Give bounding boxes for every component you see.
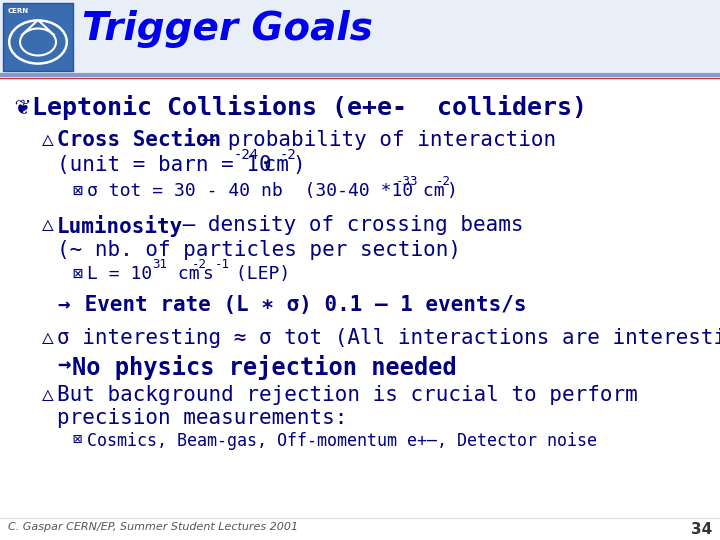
Text: Trigger Goals: Trigger Goals	[82, 10, 373, 48]
Text: -33: -33	[396, 175, 418, 188]
Text: Cross Section: Cross Section	[57, 130, 221, 150]
Text: △: △	[42, 328, 54, 347]
Bar	[3, 3, 73, 71]
Text: -2: -2	[280, 148, 297, 162]
Text: s: s	[202, 265, 213, 283]
Text: ): )	[292, 155, 305, 175]
Text: △: △	[42, 385, 54, 404]
Text: ⊠: ⊠	[72, 265, 82, 283]
Text: Cosmics, Beam-gas, Off-momentum e+–, Detector noise: Cosmics, Beam-gas, Off-momentum e+–, Det…	[87, 432, 597, 450]
Bar	[0, 0, 720, 74]
Text: -2: -2	[436, 175, 451, 188]
Text: △: △	[42, 130, 54, 149]
Text: Event rate (L ∗ σ) 0.1 – 1 events/s: Event rate (L ∗ σ) 0.1 – 1 events/s	[72, 295, 526, 315]
Text: Luminosity: Luminosity	[57, 215, 184, 237]
Text: 31: 31	[152, 258, 167, 271]
Text: cm: cm	[412, 182, 445, 200]
Text: L = 10: L = 10	[87, 265, 152, 283]
Text: (∼ nb. of particles per section): (∼ nb. of particles per section)	[57, 240, 461, 260]
Text: ❦: ❦	[14, 95, 29, 119]
Text: Leptonic Collisions (e+e-  colliders): Leptonic Collisions (e+e- colliders)	[32, 95, 587, 120]
Text: But background rejection is crucial to perform: But background rejection is crucial to p…	[57, 385, 638, 405]
Text: σ tot = 30 - 40 nb  (30-40 *10: σ tot = 30 - 40 nb (30-40 *10	[87, 182, 413, 200]
Text: -1: -1	[215, 258, 230, 271]
Text: cm: cm	[251, 155, 289, 175]
Text: -2: -2	[192, 258, 207, 271]
Text: – density of crossing beams: – density of crossing beams	[170, 215, 523, 235]
Text: (LEP): (LEP)	[225, 265, 290, 283]
Text: No physics rejection needed: No physics rejection needed	[72, 355, 456, 380]
Text: ): )	[447, 182, 458, 200]
Text: 34: 34	[690, 522, 712, 537]
Text: △: △	[42, 215, 54, 234]
Text: ⊠: ⊠	[72, 432, 81, 447]
Text: ⊠: ⊠	[72, 182, 82, 200]
Text: -24: -24	[234, 148, 259, 162]
Text: cm: cm	[167, 265, 199, 283]
Text: →: →	[57, 355, 71, 375]
Text: precision measurements:: precision measurements:	[57, 408, 347, 428]
Text: (unit = barn = 10: (unit = barn = 10	[57, 155, 271, 175]
Text: C. Gaspar CERN/EP, Summer Student Lectures 2001: C. Gaspar CERN/EP, Summer Student Lectur…	[8, 522, 298, 532]
Text: →: →	[57, 295, 70, 315]
Text: σ interesting ≈ σ tot (All interactions are interesting): σ interesting ≈ σ tot (All interactions …	[57, 328, 720, 348]
Text: – probability of interaction: – probability of interaction	[190, 130, 556, 150]
Text: CERN: CERN	[8, 8, 29, 14]
